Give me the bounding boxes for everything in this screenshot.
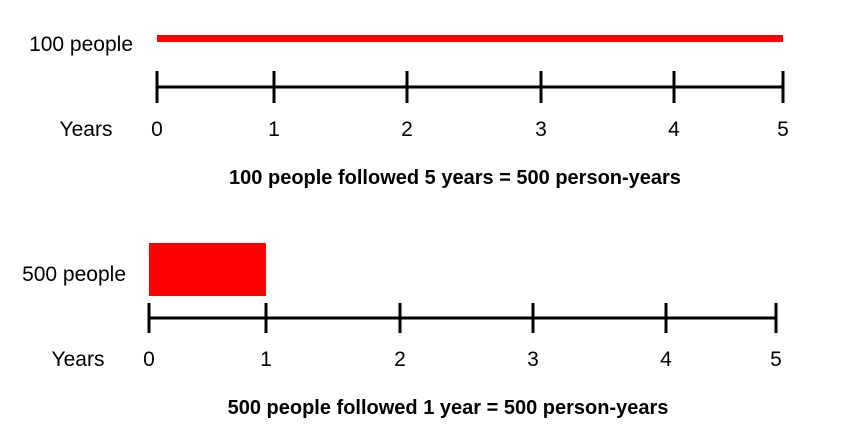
panel-500-people: 500 people Years 0 1 2 3 4 5 500 people … — [22, 243, 782, 419]
tick-label-2-bottom: 2 — [394, 348, 406, 371]
tick-label-1-bottom: 1 — [260, 348, 272, 371]
caption-500-people: 500 people followed 1 year = 500 person-… — [228, 397, 669, 419]
axis-label-years-bottom: Years — [52, 348, 105, 371]
tick-label-5-bottom: 5 — [770, 348, 782, 371]
tick-label-0-top: 0 — [151, 118, 163, 141]
tick-label-2-top: 2 — [401, 118, 413, 141]
group-label-500-people: 500 people — [22, 263, 126, 286]
follow-up-bar-500-people — [149, 243, 266, 296]
follow-up-bar-100-people — [157, 35, 783, 42]
tick-label-0-bottom: 0 — [143, 348, 155, 371]
tick-label-1-top: 1 — [268, 118, 280, 141]
caption-100-people: 100 people followed 5 years = 500 person… — [229, 167, 681, 189]
tick-label-4-bottom: 4 — [660, 348, 672, 371]
tick-label-3-top: 3 — [535, 118, 547, 141]
panel-100-people: 100 people Years 0 1 2 3 4 5 100 people … — [29, 33, 789, 189]
tick-label-4-top: 4 — [668, 118, 680, 141]
tick-label-3-bottom: 3 — [527, 348, 539, 371]
tick-label-5-top: 5 — [777, 118, 789, 141]
axis-label-years-top: Years — [60, 118, 113, 141]
group-label-100-people: 100 people — [29, 33, 133, 56]
